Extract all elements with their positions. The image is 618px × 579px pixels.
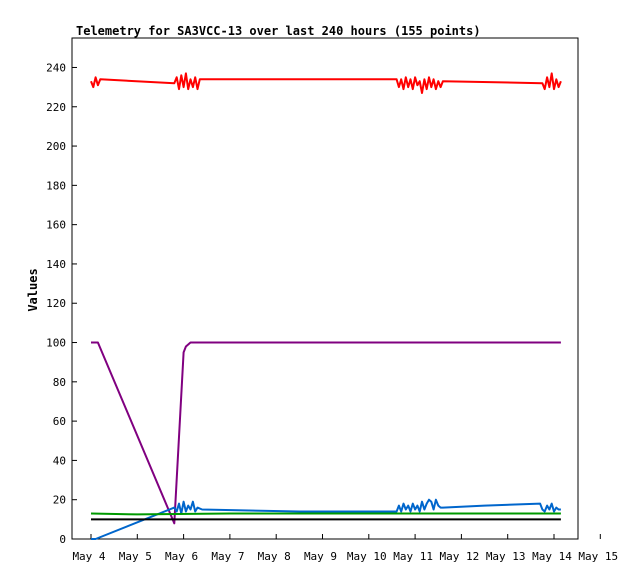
x-tick-label: May 14 (532, 550, 572, 563)
x-tick-label: May 9 (304, 550, 337, 563)
y-tick-label: 220 (46, 101, 66, 114)
y-tick-label: 60 (53, 415, 66, 428)
y-axis-ticks: 0 20 40 60 80 100 120 140 160 180 200 220 240 (46, 61, 77, 546)
x-tick-label: May 8 (258, 550, 291, 563)
y-tick-label: 0 (59, 533, 66, 546)
plot-frame (71, 37, 579, 540)
x-tick-label: May 6 (165, 550, 198, 563)
x-axis-ticks: May 4 May 5 May 6 May 7 May 8 May 9 May 10 May … (72, 534, 618, 563)
x-tick-label: May 7 (211, 550, 244, 563)
y-tick-label: 180 (46, 179, 66, 192)
series-line-3 (90, 512, 561, 516)
series-lines (90, 72, 562, 540)
y-tick-label: 40 (53, 454, 66, 467)
series-line-2 (91, 498, 561, 540)
y-tick-label: 140 (46, 258, 66, 271)
y-tick-label: 100 (46, 337, 66, 350)
x-tick-label: May 5 (119, 550, 152, 563)
chart-title: Telemetry for SA3VCC-13 over last 240 ho… (76, 24, 481, 38)
y-axis-label: Values (26, 268, 40, 311)
x-tick-label: May 13 (486, 550, 526, 563)
series-line-1 (91, 341, 561, 525)
y-tick-label: 240 (46, 61, 66, 74)
x-tick-label: May 10 (347, 550, 387, 563)
x-tick-label: May 11 (393, 550, 433, 563)
x-tick-label: May 15 (578, 550, 618, 563)
y-tick-label: 200 (46, 140, 66, 153)
y-tick-label: 20 (53, 494, 66, 507)
y-tick-label: 80 (53, 376, 66, 389)
x-tick-label: May 12 (440, 550, 480, 563)
series-line-0 (90, 72, 562, 94)
x-tick-label: May 4 (72, 550, 105, 563)
y-tick-label: 120 (46, 297, 66, 310)
y-tick-label: 160 (46, 219, 66, 232)
